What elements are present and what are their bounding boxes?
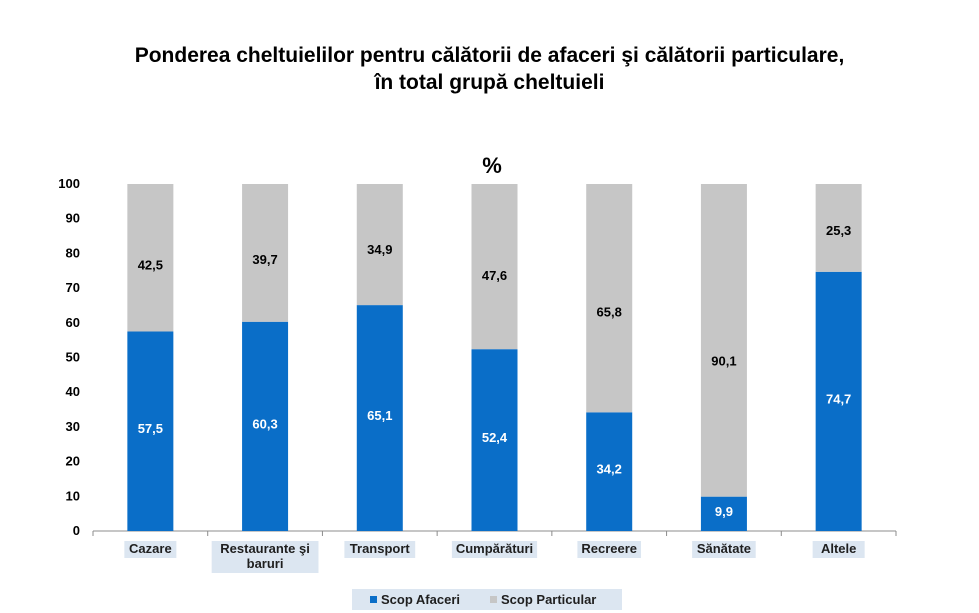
chart-title: Ponderea cheltuielilor pentru călătorii …: [0, 42, 979, 96]
y-tick-label: 100: [58, 176, 80, 191]
data-label-scop-particular: 39,7: [252, 252, 277, 267]
category-label-highlight: [124, 541, 177, 558]
y-tick-label: 0: [73, 523, 80, 538]
category-label: Cumpărături: [456, 541, 533, 556]
legend-swatch-scop-afaceri: [370, 596, 377, 603]
data-label-scop-particular: 34,9: [367, 242, 392, 257]
category-label: Altele: [821, 541, 856, 556]
unit-label: %: [482, 153, 502, 178]
category-label: Recreere: [581, 541, 637, 556]
y-tick-label: 60: [66, 315, 80, 330]
bar-scop-afaceri: [700, 496, 747, 531]
bar-scop-afaceri: [586, 412, 633, 531]
bar-scop-afaceri: [815, 271, 862, 531]
bar-scop-particular: [586, 184, 633, 413]
bar-scop-afaceri: [127, 331, 174, 531]
y-tick-label: 30: [66, 419, 80, 434]
category-label-highlight: [812, 541, 865, 558]
bar-scop-particular: [815, 184, 862, 272]
legend-label-scop-particular: Scop Particular: [501, 592, 596, 607]
data-label-scop-particular: 90,1: [711, 353, 736, 368]
bar-scop-afaceri: [356, 305, 403, 531]
category-label: Sănătate: [697, 541, 751, 556]
y-tick-label: 50: [66, 350, 80, 365]
data-label-scop-particular: 25,3: [826, 223, 851, 238]
data-label-scop-particular: 65,8: [597, 304, 622, 319]
bar-scop-afaceri: [242, 321, 289, 531]
y-tick-label: 20: [66, 454, 80, 469]
bar-scop-particular: [700, 184, 747, 497]
data-label-scop-afaceri: 60,3: [252, 416, 277, 431]
bar-scop-afaceri: [471, 349, 518, 531]
data-label-scop-afaceri: 57,5: [138, 421, 163, 436]
legend-box: [352, 589, 622, 610]
data-label-scop-afaceri: 52,4: [482, 430, 508, 445]
legend-swatch-scop-particular: [490, 596, 497, 603]
chart-title-line-1: Ponderea cheltuielilor pentru călătorii …: [134, 44, 845, 67]
bar-scop-particular: [242, 184, 289, 322]
data-label-scop-afaceri: 74,7: [826, 391, 851, 406]
category-label: Transport: [350, 541, 411, 556]
category-label: Restaurante şi: [220, 541, 310, 556]
y-tick-label: 70: [66, 280, 80, 295]
category-label-highlight: [344, 541, 416, 558]
legend-label-scop-afaceri: Scop Afaceri: [381, 592, 460, 607]
data-label-scop-afaceri: 34,2: [597, 462, 622, 477]
y-tick-label: 40: [66, 384, 80, 399]
category-label-highlight: [577, 541, 642, 558]
category-label-highlight: [692, 541, 756, 558]
data-label-scop-particular: 47,6: [482, 268, 507, 283]
category-label-highlight: [211, 541, 319, 573]
category-label: Cazare: [129, 541, 172, 556]
bar-scop-particular: [127, 184, 174, 332]
data-label-scop-afaceri: 9,9: [715, 504, 733, 519]
y-tick-label: 90: [66, 211, 80, 226]
data-label-scop-afaceri: 65,1: [367, 408, 392, 423]
chart-title-line-2: în total grupă cheltuieli: [374, 71, 605, 94]
y-tick-label: 10: [66, 488, 80, 503]
bar-scop-particular: [356, 184, 403, 306]
bar-scop-particular: [471, 184, 518, 350]
category-label-highlight: [451, 541, 538, 558]
y-tick-label: 80: [66, 245, 80, 260]
data-label-scop-particular: 42,5: [138, 258, 163, 273]
category-label: baruri: [247, 556, 284, 571]
